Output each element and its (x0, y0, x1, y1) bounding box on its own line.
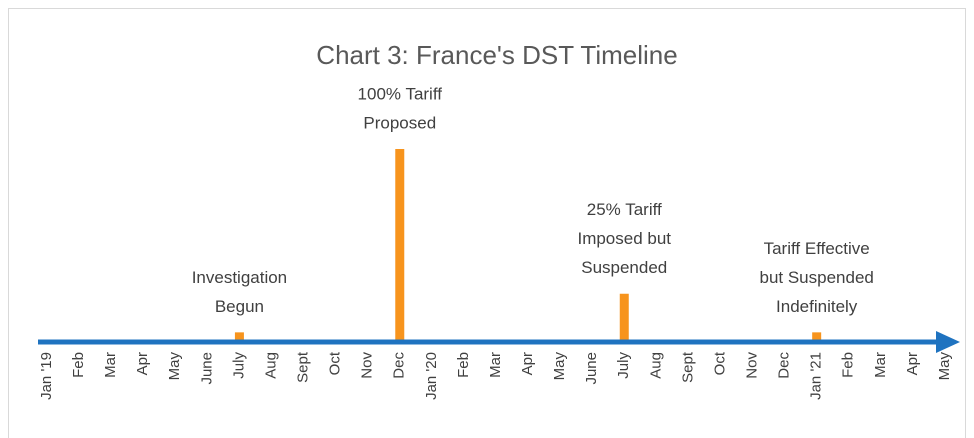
x-tick-label: Mar (872, 352, 889, 378)
x-tick-label: Mar (487, 352, 504, 378)
bar (395, 149, 405, 342)
x-tick-label: Dec (391, 352, 408, 379)
x-tick-label: Dec (776, 352, 793, 379)
x-tick-label: Apr (519, 352, 536, 375)
x-tick-label: Oct (327, 351, 344, 375)
x-tick-label: Jan '20 (423, 352, 440, 400)
x-tick-label: Nov (359, 352, 376, 379)
bar (234, 332, 244, 342)
x-tick-label: Apr (904, 352, 921, 375)
chart-title: Chart 3: France's DST Timeline (316, 40, 677, 70)
x-tick-label: Sept (295, 351, 312, 383)
annotation: Begun (215, 297, 264, 316)
annotation: 25% Tariff (587, 200, 662, 219)
x-tick-label: Feb (840, 352, 857, 378)
annotation: but Suspended (759, 268, 873, 287)
x-tick-label: Apr (134, 352, 151, 375)
x-tick-label: May (936, 352, 953, 381)
x-tick-label: Aug (647, 352, 664, 379)
annotation: Proposed (363, 113, 436, 132)
x-tick-label: July (230, 352, 247, 379)
annotation: Suspended (581, 258, 667, 277)
annotation: Investigation (192, 268, 287, 287)
annotation: 100% Tariff (358, 84, 443, 103)
x-tick-label: Feb (70, 352, 87, 378)
annotation: Tariff Effective (764, 239, 870, 258)
x-tick-label: Nov (744, 352, 761, 379)
x-tick-label: Feb (455, 352, 472, 378)
x-tick-label: Jan '19 (38, 352, 55, 400)
chart-border (8, 8, 966, 438)
bar (619, 293, 629, 342)
annotation: Indefinitely (776, 297, 858, 316)
x-tick-label: Mar (102, 352, 119, 378)
x-tick-label: Jan '21 (808, 352, 825, 400)
annotation: Imposed but (577, 229, 671, 248)
x-tick-label: June (583, 352, 600, 385)
x-tick-label: Oct (711, 351, 728, 375)
timeline-arrowhead (936, 331, 960, 353)
x-tick-label: July (615, 352, 632, 379)
x-tick-label: Aug (262, 352, 279, 379)
x-tick-label: May (551, 352, 568, 381)
x-tick-label: May (166, 352, 183, 381)
bar (812, 332, 822, 342)
x-tick-label: Sept (679, 351, 696, 383)
x-tick-label: June (198, 352, 215, 385)
